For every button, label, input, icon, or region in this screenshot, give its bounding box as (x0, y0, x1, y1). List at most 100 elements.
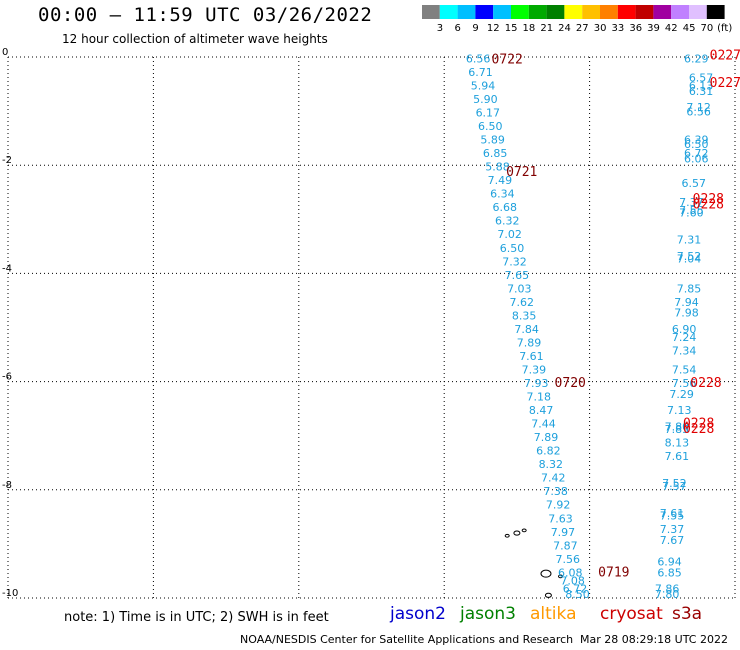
swh-value-label: 7.61 (660, 507, 685, 520)
swh-value-label: 7.08 (560, 574, 585, 587)
legend-swatch (457, 5, 476, 19)
swh-value-label: 7.62 (509, 296, 534, 309)
swh-value-label: 7.44 (531, 418, 556, 431)
swh-value-label: 6.56 (466, 52, 491, 65)
island-outline (521, 528, 527, 533)
swh-value-label: 7.80 (655, 588, 680, 600)
swh-value-label: 6.56 (686, 105, 711, 118)
swh-value-label: 8.32 (539, 458, 564, 471)
swh-value-label: 7.52 (662, 477, 687, 490)
time-label: 0228 (693, 197, 724, 212)
legend-label: 6 (455, 23, 461, 34)
swh-value-label: 6.34 (490, 188, 515, 201)
swh-value-label: 7.57 (662, 480, 687, 493)
swh-value-label: 5.88 (485, 161, 510, 174)
swh-value-label: 7.12 (686, 101, 711, 114)
swh-value-label: 6.85 (657, 566, 682, 579)
swh-value-label: 7.86 (655, 583, 680, 596)
satellite-s3a: s3a (672, 604, 703, 624)
swh-value-label: 7.18 (526, 391, 551, 404)
legend-label: 30 (594, 23, 607, 34)
legend-swatch (511, 5, 529, 19)
time-label: 0227 (710, 76, 740, 91)
legend-label: 45 (683, 23, 696, 34)
swh-value-label: 7.03 (507, 282, 532, 295)
swh-value-label: 7.67 (660, 534, 685, 547)
legend-label: 3 (437, 23, 443, 34)
island-outline (540, 569, 552, 578)
swh-value-label: 7.92 (546, 499, 571, 512)
swh-value-label: 7.97 (551, 526, 576, 539)
swh-value-label: 6.71 (468, 66, 493, 79)
swh-value-label: 7.38 (543, 485, 568, 498)
chart-title: 00:00 – 11:59 UTC 03/26/2022 (38, 4, 373, 26)
island-outline (504, 533, 510, 538)
swh-value-label: 7.61 (519, 350, 544, 363)
swh-value-label: 6.32 (495, 215, 520, 228)
legend-label: 39 (647, 23, 660, 34)
swh-value-label: 8.13 (665, 437, 690, 450)
time-label: 0228 (693, 192, 724, 207)
swh-value-label: 6.94 (657, 556, 682, 569)
swh-value-label: 7.34 (672, 345, 697, 358)
swh-value-label: 7.85 (665, 423, 690, 436)
swh-value-label: 7.42 (541, 472, 566, 485)
legend-swatch (546, 5, 565, 19)
y-tick-label: -6 (2, 372, 12, 383)
legend-label: 42 (665, 23, 678, 34)
time-label: 0721 (506, 165, 537, 180)
swh-value-label: 6.72 (563, 583, 588, 596)
legend-swatch (564, 5, 583, 19)
legend-swatch (582, 5, 600, 19)
legend-label: (ft) (717, 23, 732, 34)
swh-value-label: 7.56 (556, 553, 581, 566)
swh-value-label: 8.50 (565, 588, 590, 600)
swh-value-label: 7.94 (674, 296, 699, 309)
swh-value-label: 7.49 (488, 174, 513, 187)
swh-value-label: 8.47 (529, 404, 554, 417)
legend-swatch (635, 5, 654, 19)
legend-label: 33 (612, 23, 625, 34)
swh-value-label: 7.37 (679, 196, 704, 209)
legend-label: 12 (487, 23, 500, 34)
legend-label: 9 (472, 23, 478, 34)
color-scale-legend: 3 6 9 12 15 18 21 24 27 30 33 36 39 42 45 70 (ft) (422, 5, 732, 34)
swh-value-label: 6.68 (493, 201, 518, 214)
y-tick-label: -2 (2, 155, 12, 166)
legend-label: 21 (540, 23, 553, 34)
satellite-altika: altika (530, 604, 577, 624)
swh-value-label: 7.65 (505, 269, 530, 282)
legend-label: 24 (558, 23, 571, 34)
swh-value-label: 7.84 (514, 323, 539, 336)
swh-value-label: 7.85 (677, 282, 702, 295)
y-tick-label: -4 (2, 263, 12, 274)
swh-value-label: 7.13 (667, 404, 692, 417)
swh-value-label: 5.94 (471, 79, 496, 92)
island-outline (544, 592, 552, 598)
legend-swatch (493, 5, 511, 19)
swh-value-label: 6.06 (684, 152, 709, 165)
swh-value-label: 6.82 (536, 445, 561, 458)
swh-value-label: 7.39 (522, 363, 547, 376)
swh-value-label: 7.60 (679, 207, 704, 220)
legend-swatch (600, 5, 618, 19)
swh-value-label: 7.24 (672, 331, 697, 344)
swh-value-label: 6.50 (684, 138, 709, 151)
swh-value-label: 6.85 (483, 147, 508, 160)
time-label: 0228 (690, 376, 721, 391)
swh-value-label: 7.02 (497, 228, 522, 241)
satellite-jason2: jason2 (390, 604, 446, 624)
swh-value-label: 6.86 (655, 599, 680, 600)
legend-swatch (422, 5, 440, 19)
y-tick-label: 0 (2, 47, 8, 58)
swh-value-label: 7.56 (672, 377, 697, 390)
legend-label: 70 (701, 23, 714, 34)
swh-value-label: 6.39 (684, 134, 709, 147)
legend-swatch (671, 5, 689, 19)
swh-value-label: 6.13 (689, 79, 714, 92)
swh-value-label: 6.50 (500, 242, 525, 255)
swh-value-label: 7.55 (679, 204, 704, 217)
swh-value-label: 6.17 (476, 107, 501, 120)
swh-value-label: 7.31 (677, 234, 702, 247)
y-tick-label: -10 (2, 588, 18, 599)
